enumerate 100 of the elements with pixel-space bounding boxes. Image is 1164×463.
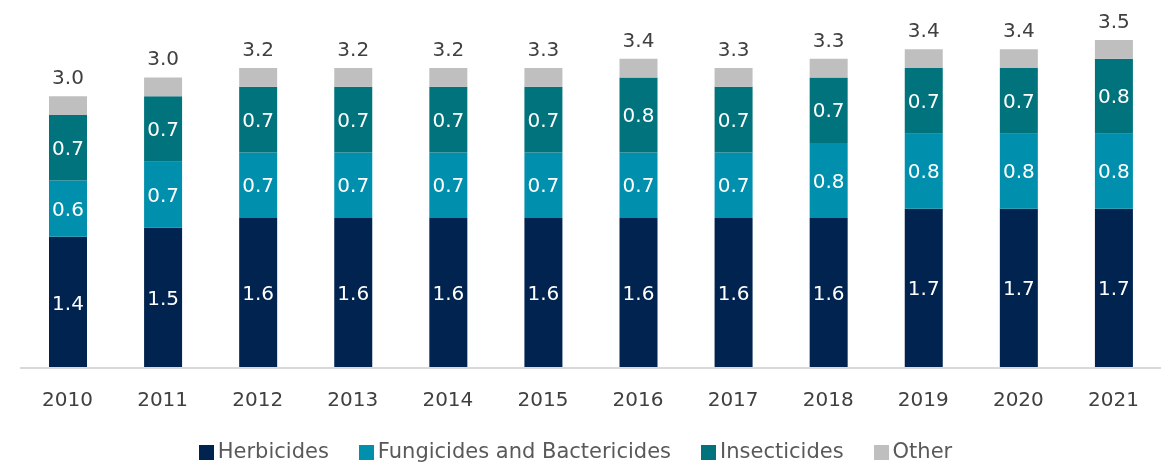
data-label: 1.6 bbox=[337, 281, 370, 306]
x-tick-label: 2016 bbox=[612, 387, 664, 412]
legend-label: Fungicides and Bactericides bbox=[377, 439, 672, 463]
data-label: 0.7 bbox=[1002, 89, 1035, 114]
bar bbox=[619, 77, 658, 153]
data-label: 1.6 bbox=[527, 281, 560, 306]
data-label: 0.8 bbox=[1098, 159, 1130, 184]
bar bbox=[239, 218, 278, 368]
total-label: 3.5 bbox=[1098, 9, 1130, 33]
data-label: 0.7 bbox=[527, 107, 560, 132]
data-label: 1.6 bbox=[432, 281, 465, 306]
bar bbox=[239, 86, 278, 153]
x-tick-label: 2021 bbox=[1088, 387, 1139, 412]
x-tick-label: 2015 bbox=[517, 387, 569, 412]
total-label: 3.2 bbox=[337, 37, 370, 62]
legend-label: Herbicides bbox=[217, 439, 329, 463]
data-label: 0.7 bbox=[432, 173, 465, 198]
bar bbox=[1094, 133, 1133, 209]
data-label: 0.6 bbox=[52, 196, 84, 221]
data-label: 1.4 bbox=[52, 290, 84, 315]
bar bbox=[49, 236, 87, 368]
bar bbox=[429, 68, 468, 87]
data-label: 0.7 bbox=[907, 89, 940, 114]
bar bbox=[619, 58, 658, 78]
total-label: 3.3 bbox=[717, 37, 750, 62]
bar bbox=[1094, 208, 1133, 368]
bar bbox=[144, 77, 183, 97]
x-tick-label: 2020 bbox=[992, 387, 1044, 412]
bar bbox=[714, 218, 753, 368]
x-tick-label: 2018 bbox=[802, 387, 854, 412]
bar bbox=[904, 49, 943, 69]
data-label: 0.7 bbox=[242, 173, 275, 198]
bar bbox=[999, 208, 1038, 368]
bar bbox=[239, 68, 278, 87]
x-tick-label: 2017 bbox=[707, 387, 759, 412]
data-label: 1.6 bbox=[622, 281, 655, 306]
legend-label: Insecticides bbox=[720, 439, 844, 463]
data-label: 0.7 bbox=[717, 107, 750, 132]
bar bbox=[334, 68, 373, 87]
bar bbox=[429, 86, 468, 153]
bar bbox=[809, 77, 848, 144]
data-label: 1.7 bbox=[907, 276, 940, 301]
x-tick-label: 2012 bbox=[232, 387, 284, 412]
data-label: 0.7 bbox=[242, 107, 275, 132]
bar bbox=[429, 218, 468, 368]
x-tick-label: 2019 bbox=[897, 387, 949, 412]
data-label: 0.7 bbox=[147, 182, 179, 207]
bar bbox=[809, 218, 848, 368]
data-label: 0.7 bbox=[527, 173, 560, 198]
x-tick-label: 2010 bbox=[42, 387, 93, 412]
bar bbox=[524, 218, 563, 368]
bar bbox=[999, 133, 1038, 209]
bar bbox=[999, 49, 1038, 69]
total-label: 3.0 bbox=[52, 65, 84, 90]
bar bbox=[904, 68, 943, 134]
bar bbox=[334, 218, 373, 368]
bar bbox=[334, 86, 373, 153]
x-tick-label: 2014 bbox=[422, 387, 474, 412]
total-label: 3.2 bbox=[242, 37, 275, 62]
total-label: 3.2 bbox=[432, 37, 465, 62]
bar bbox=[619, 218, 658, 368]
bar bbox=[144, 161, 183, 228]
bar bbox=[144, 96, 183, 162]
data-label: 0.7 bbox=[812, 98, 845, 123]
data-label: 0.8 bbox=[812, 168, 845, 193]
bar bbox=[429, 152, 468, 219]
data-label: 0.7 bbox=[147, 117, 179, 142]
bar bbox=[714, 68, 753, 87]
bar bbox=[239, 152, 278, 219]
bar bbox=[714, 152, 753, 219]
data-label: 0.7 bbox=[337, 173, 370, 198]
total-label: 3.4 bbox=[1002, 18, 1035, 43]
total-label: 3.4 bbox=[622, 27, 655, 52]
bar bbox=[334, 152, 373, 219]
bar bbox=[144, 227, 183, 368]
x-tick-label: 2011 bbox=[137, 387, 189, 412]
bar bbox=[714, 86, 753, 153]
bar bbox=[809, 143, 848, 219]
data-label: 1.7 bbox=[1002, 276, 1035, 301]
total-label: 3.0 bbox=[147, 46, 179, 71]
bar bbox=[904, 208, 943, 368]
data-label: 0.8 bbox=[907, 159, 940, 184]
legend-label: Other bbox=[892, 439, 953, 463]
bar bbox=[999, 68, 1038, 134]
total-label: 3.3 bbox=[812, 27, 845, 52]
bar bbox=[49, 114, 87, 181]
bar bbox=[904, 133, 943, 209]
data-label: 1.5 bbox=[147, 285, 179, 310]
bar bbox=[1094, 58, 1133, 134]
x-tick-label: 2013 bbox=[327, 387, 379, 412]
data-label: 0.8 bbox=[622, 103, 655, 128]
bar bbox=[619, 152, 658, 219]
data-label: 1.6 bbox=[812, 281, 845, 306]
data-label: 0.7 bbox=[717, 173, 750, 198]
bar bbox=[524, 68, 563, 87]
data-label: 0.7 bbox=[337, 107, 370, 132]
total-label: 3.3 bbox=[527, 37, 560, 62]
bar bbox=[49, 180, 87, 237]
data-label: 1.7 bbox=[1098, 276, 1130, 301]
data-label: 0.7 bbox=[622, 173, 655, 198]
